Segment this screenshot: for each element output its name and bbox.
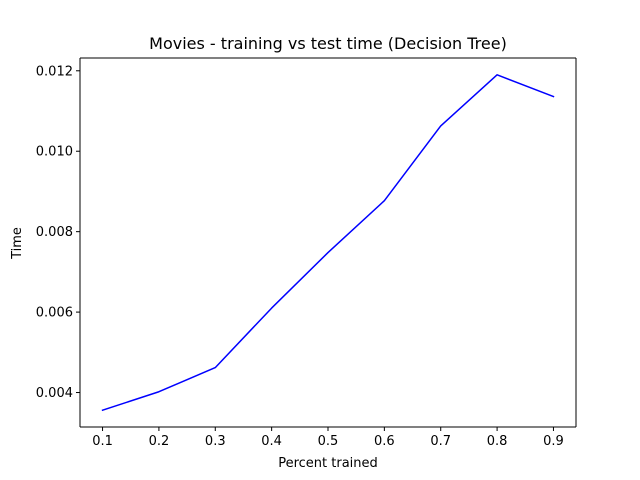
y-tick-label-1: 0.006	[36, 306, 73, 321]
x-axis-label: Percent trained	[278, 456, 378, 471]
chart-title: Movies - training vs test time (Decision…	[149, 34, 507, 53]
series-line-0	[101, 74, 555, 412]
plot-area: 0.1 0.2 0.3 0.4 0.5 0.6 0.7 0.8 0.9 0.004 0.006 0.0…	[36, 57, 577, 449]
x-tick-label-6: 0.7	[430, 434, 451, 449]
x-tick-label-5: 0.6	[374, 434, 395, 449]
x-tick-label-1: 0.2	[149, 434, 170, 449]
x-tick-label-4: 0.5	[318, 434, 339, 449]
y-tick-label-2: 0.008	[36, 225, 73, 240]
y-axis-label: Time	[10, 227, 25, 260]
x-tick-label-8: 0.9	[543, 434, 564, 449]
y-tick-label-4: 0.012	[36, 64, 73, 79]
x-tick-label-7: 0.8	[487, 434, 508, 449]
x-tick-label-2: 0.3	[205, 434, 226, 449]
x-tick-label-3: 0.4	[261, 434, 282, 449]
y-tick-label-3: 0.010	[36, 145, 73, 160]
x-tick-label-0: 0.1	[92, 434, 113, 449]
y-tick-label-0: 0.004	[36, 386, 73, 401]
